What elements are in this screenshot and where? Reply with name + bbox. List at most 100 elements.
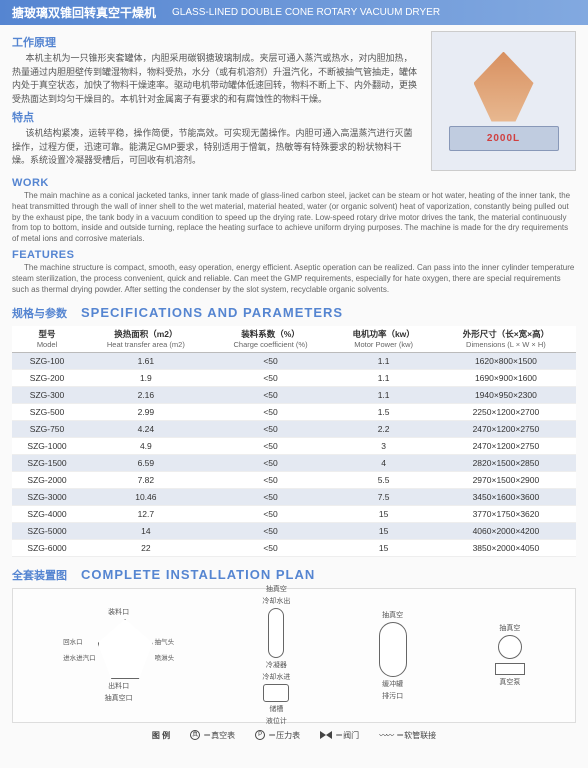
table-cell: 12.7 [82,505,210,522]
table-cell: 1620×800×1500 [436,352,576,369]
table-cell: 1.1 [331,369,435,386]
lbl-condenser: 冷凝器 [266,660,287,670]
spec-table: 型号Model换热面积（m2）Heat transfer area (m2)装料… [12,326,576,556]
table-cell: SZG-100 [12,352,82,369]
legend-hose: 〰〰＝软管联接 [379,730,436,741]
table-row: SZG-10004.9<5032470×1200×2750 [12,437,576,454]
table-cell: SZG-1000 [12,437,82,454]
table-row: SZG-600022<50153850×2000×4050 [12,539,576,556]
table-cell: 5.5 [331,471,435,488]
lbl-return: 回水口 [63,636,96,646]
table-cell: 1.1 [331,386,435,403]
table-cell: <50 [210,539,332,556]
table-cell: <50 [210,352,332,369]
table-cell: <50 [210,369,332,386]
work-en-body: The main machine as a conical jacketed t… [12,191,576,245]
section-install-en-heading: COMPLETE INSTALLATION PLAN [81,567,315,582]
legend-label: 图 例 [152,730,170,741]
table-cell: SZG-200 [12,369,82,386]
lbl-vac3: 抽真空 [499,623,520,633]
table-cell: SZG-1500 [12,454,82,471]
machine-cone-icon [474,52,534,122]
lbl-inlet: 进水进汽口 [63,652,96,662]
table-cell: 1.9 [82,369,210,386]
table-cell: SZG-300 [12,386,82,403]
header-title-cn: 搪玻璃双锥回转真空干燥机 [12,4,156,21]
table-cell: SZG-4000 [12,505,82,522]
table-cell: 2.99 [82,403,210,420]
table-cell: 1.1 [331,352,435,369]
table-cell: 15 [331,522,435,539]
table-cell: 1.5 [331,403,435,420]
diagram-buffer: 抽真空 缓冲罐 排污口 [379,610,407,701]
table-row: SZG-300010.46<507.53450×1600×3600 [12,488,576,505]
lbl-vacout: 抽真空口 [105,693,133,703]
table-cell: SZG-500 [12,403,82,420]
table-cell: 3850×2000×4050 [436,539,576,556]
table-cell: 10.46 [82,488,210,505]
table-cell: <50 [210,420,332,437]
table-header: 外形尺寸（长×宽×高）Dimensions (L × W × H) [436,326,576,352]
table-cell: 2250×1200×2700 [436,403,576,420]
table-cell: <50 [210,505,332,522]
table-cell: SZG-3000 [12,488,82,505]
table-header: 换热面积（m2）Heat transfer area (m2) [82,326,210,352]
diagram-pump: 抽真空 真空泵 [495,623,525,687]
lbl-pump: 真空泵 [499,677,520,687]
table-cell: <50 [210,454,332,471]
header-title-en: GLASS-LINED DOUBLE CONE ROTARY VACUUM DR… [172,7,440,18]
table-row: SZG-5002.99<501.52250×1200×2700 [12,403,576,420]
feat-en-body: The machine structure is compact, smooth… [12,263,576,295]
product-image: 2000L [431,31,576,171]
section-work-cn-heading: 工作原理 [12,34,419,50]
table-row: SZG-500014<50154060×2000×4200 [12,522,576,539]
table-row: SZG-2001.9<501.11690×900×1600 [12,369,576,386]
table-cell: <50 [210,522,332,539]
lbl-exhaust: 抽气头 [155,636,175,646]
table-cell: 2970×1500×2900 [436,471,576,488]
table-cell: <50 [210,386,332,403]
lbl-buffer: 缓冲罐 [382,679,403,689]
table-row: SZG-1001.61<501.11620×800×1500 [12,352,576,369]
table-cell: <50 [210,437,332,454]
lbl-feed: 装料口 [108,607,129,617]
table-cell: 22 [82,539,210,556]
feat-cn-body: 该机结构紧凑，运转平稳，操作简便，节能高效。可实现无菌操作。内胆可通入高温蒸汽进… [12,127,419,168]
table-cell: <50 [210,471,332,488]
table-cell: 7.5 [331,488,435,505]
table-header: 型号Model [12,326,82,352]
table-row: SZG-400012.7<50153770×1750×3620 [12,505,576,522]
table-cell: <50 [210,488,332,505]
section-install-cn-heading: 全套装置图 [12,567,67,583]
lbl-spray: 喷淋头 [155,652,175,662]
header-banner: 搪玻璃双锥回转真空干燥机 GLASS-LINED DOUBLE CONE ROT… [0,0,588,25]
table-row: SZG-7504.24<502.22470×1200×2750 [12,420,576,437]
section-spec-en-heading: SPECIFICATIONS AND PARAMETERS [81,305,343,320]
table-cell: 15 [331,505,435,522]
table-row: SZG-3002.16<501.11940×950×2300 [12,386,576,403]
table-cell: 4.24 [82,420,210,437]
work-cn-body: 本机主机为一只锥形夹套罐体，内胆采用碳钢搪玻璃制成。夹层可通入蒸汽或热水，对内胆… [12,52,419,106]
table-cell: SZG-2000 [12,471,82,488]
installation-diagram: 装料口 回水口 进水进汽口 抽气头 喷淋头 出料口 抽真空口 抽真空 冷却水出 … [12,588,576,723]
lbl-vac2: 抽真空 [382,610,403,620]
table-cell: 3 [331,437,435,454]
lbl-tank: 储槽 [269,704,283,714]
lbl-coolin: 冷却水进 [262,672,290,682]
lbl-drain: 排污口 [382,691,403,701]
table-cell: SZG-5000 [12,522,82,539]
table-cell: SZG-750 [12,420,82,437]
machine-label: 2000L [449,126,559,151]
lbl-discharge: 出料口 [108,681,129,691]
table-cell: 15 [331,539,435,556]
diagram-dryer: 装料口 回水口 进水进汽口 抽气头 喷淋头 出料口 抽真空口 [63,607,174,703]
table-cell: 4 [331,454,435,471]
table-cell: 1690×900×1600 [436,369,576,386]
table-header: 装料系数（%）Charge coefficient (%) [210,326,332,352]
table-cell: 2470×1200×2750 [436,437,576,454]
table-cell: 1940×950×2300 [436,386,576,403]
lbl-coolout: 冷却水出 [262,596,290,606]
table-cell: 1.61 [82,352,210,369]
table-cell: 7.82 [82,471,210,488]
legend-press-gauge: P＝压力表 [255,730,300,741]
